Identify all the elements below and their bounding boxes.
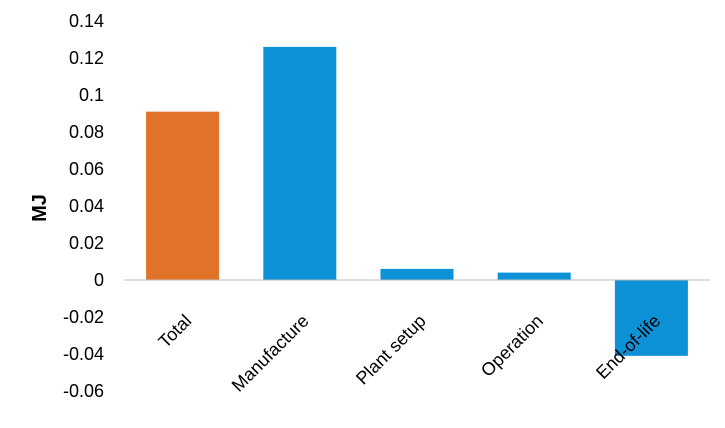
y-tick-label: 0.02 — [69, 233, 104, 253]
bar-total — [146, 111, 220, 281]
y-tick-label: 0.12 — [69, 48, 104, 68]
y-tick-label: -0.04 — [63, 344, 104, 364]
category-label: Manufacture — [228, 311, 313, 396]
bar-plant-setup — [380, 268, 454, 280]
category-label: Total — [154, 311, 195, 352]
category-labels: Total Manufacture Plant setup Operation End-… — [154, 311, 664, 396]
category-label: Operation — [477, 311, 547, 381]
y-tick-label: 0.1 — [79, 85, 104, 105]
bar-operation — [497, 272, 571, 280]
bars — [146, 46, 688, 356]
y-axis-label: MJ — [29, 194, 51, 222]
bar-manufacture — [263, 46, 337, 281]
y-tick-label: 0 — [94, 270, 104, 290]
y-tick-label: 0.14 — [69, 11, 104, 31]
bar-end-of-life — [614, 280, 688, 356]
y-tick-label: 0.08 — [69, 122, 104, 142]
y-tick-label: 0.04 — [69, 196, 104, 216]
y-tick-label: -0.06 — [63, 381, 104, 401]
y-tick-label: 0.06 — [69, 159, 104, 179]
category-label: Plant setup — [352, 311, 430, 389]
y-tick-label: -0.02 — [63, 307, 104, 327]
y-axis-ticks: 0.14 0.12 0.1 0.08 0.06 0.04 0.02 0 -0.02 -0.04 -0… — [63, 11, 104, 401]
